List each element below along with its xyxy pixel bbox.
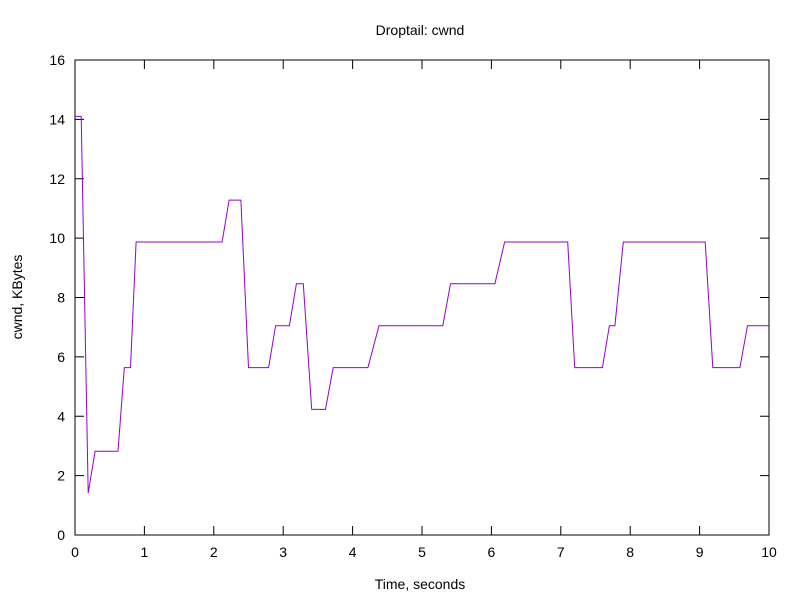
- x-tick-label: 4: [349, 544, 357, 560]
- y-axis-ticks: 0 2 4 6 8 10 12 14 16: [49, 52, 769, 543]
- y-tick-label: 12: [49, 171, 65, 187]
- x-axis-ticks: 0 1 2 3 4 5 6 7 8 9 10: [71, 60, 777, 560]
- x-tick-label: 10: [761, 544, 777, 560]
- y-tick-label: 4: [57, 408, 65, 424]
- x-tick-label: 3: [279, 544, 287, 560]
- y-tick-label: 2: [57, 468, 65, 484]
- x-tick-label: 8: [626, 544, 634, 560]
- x-axis-label: Time, seconds: [375, 576, 466, 592]
- y-tick-label: 10: [49, 230, 65, 246]
- x-tick-label: 2: [210, 544, 218, 560]
- y-tick-label: 16: [49, 52, 65, 68]
- y-tick-label: 14: [49, 111, 65, 127]
- x-tick-label: 0: [71, 544, 79, 560]
- x-tick-label: 9: [696, 544, 704, 560]
- x-tick-label: 1: [141, 544, 149, 560]
- chart-title: Droptail: cwnd: [376, 22, 465, 38]
- x-tick-label: 7: [557, 544, 565, 560]
- y-tick-label: 8: [57, 290, 65, 306]
- plot-frame: [74, 59, 770, 536]
- y-tick-label: 6: [57, 349, 65, 365]
- x-tick-label: 5: [418, 544, 426, 560]
- cwnd-series-line: [75, 115, 769, 494]
- y-axis-label: cwnd, KBytes: [9, 255, 25, 340]
- series-group: [75, 115, 769, 494]
- x-tick-label: 6: [488, 544, 496, 560]
- y-tick-label: 0: [57, 527, 65, 543]
